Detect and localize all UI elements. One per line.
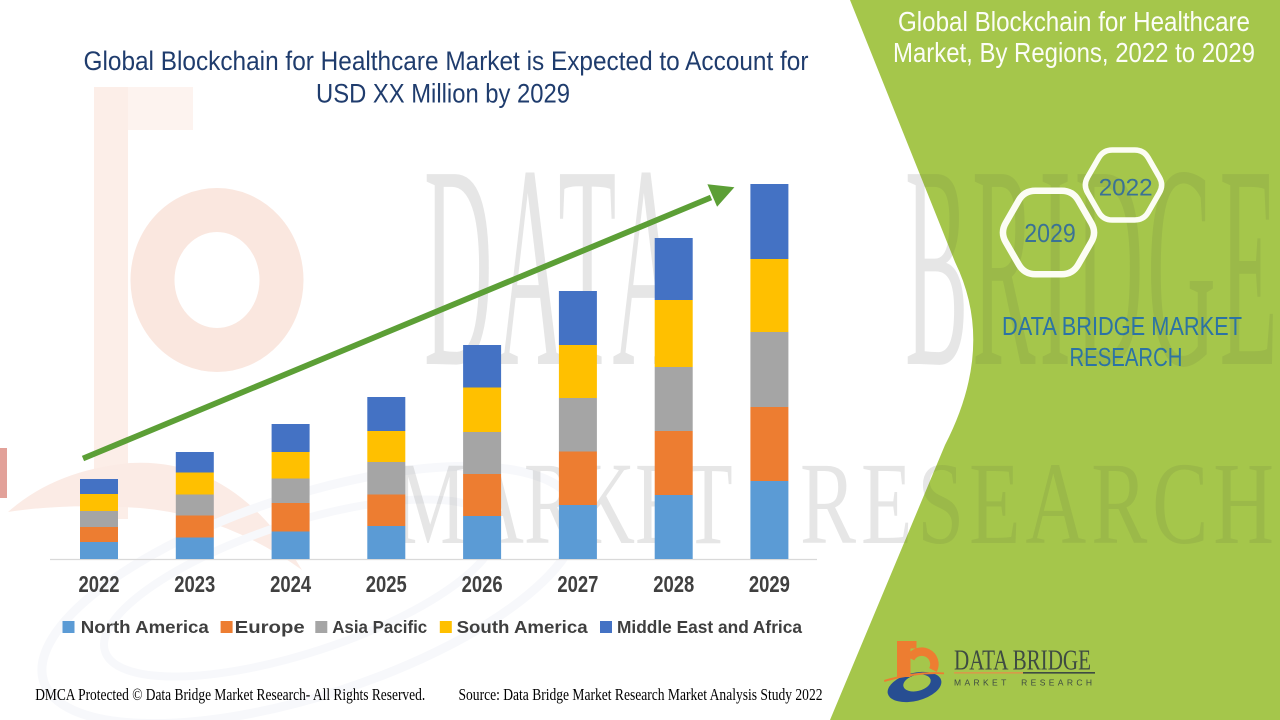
svg-text:2027: 2027 bbox=[557, 571, 598, 597]
svg-text:USD XX Million by 2029: USD XX Million by 2029 bbox=[316, 79, 570, 109]
svg-text:2024: 2024 bbox=[270, 571, 311, 597]
svg-text:RESEARCH: RESEARCH bbox=[1070, 342, 1183, 372]
svg-text:2022: 2022 bbox=[79, 571, 120, 597]
svg-text:MARKET RESEARCH: MARKET RESEARCH bbox=[954, 678, 1092, 688]
svg-text:DATA BRIDGE: DATA BRIDGE bbox=[954, 646, 1091, 677]
svg-text:DMCA Protected © Data Bridge M: DMCA Protected © Data Bridge Market Rese… bbox=[35, 685, 425, 704]
svg-text:North America: North America bbox=[81, 617, 209, 637]
svg-text:2029: 2029 bbox=[1024, 220, 1076, 248]
svg-text:2025: 2025 bbox=[366, 571, 407, 597]
svg-text:DATA BRIDGE MARKET: DATA BRIDGE MARKET bbox=[1002, 311, 1242, 341]
svg-text:2023: 2023 bbox=[174, 571, 215, 597]
svg-text:South America: South America bbox=[457, 617, 588, 637]
svg-text:2026: 2026 bbox=[462, 571, 503, 597]
svg-text:2022: 2022 bbox=[1099, 174, 1153, 201]
svg-text:Middle East and Africa: Middle East and Africa bbox=[617, 617, 802, 637]
svg-text:2028: 2028 bbox=[653, 571, 694, 597]
svg-text:Global Blockchain for Healthca: Global Blockchain for Healthcare Market … bbox=[84, 46, 809, 76]
svg-text:Global Blockchain for Healthca: Global Blockchain for Healthcare bbox=[898, 6, 1250, 37]
svg-text:Europe: Europe bbox=[235, 617, 305, 637]
svg-text:2029: 2029 bbox=[749, 571, 790, 597]
svg-text:Asia Pacific: Asia Pacific bbox=[332, 617, 427, 637]
svg-text:Source: Data Bridge Market Res: Source: Data Bridge Market Research Mark… bbox=[459, 685, 823, 704]
svg-text:Market, By Regions, 2022 to 20: Market, By Regions, 2022 to 2029 bbox=[893, 37, 1255, 68]
